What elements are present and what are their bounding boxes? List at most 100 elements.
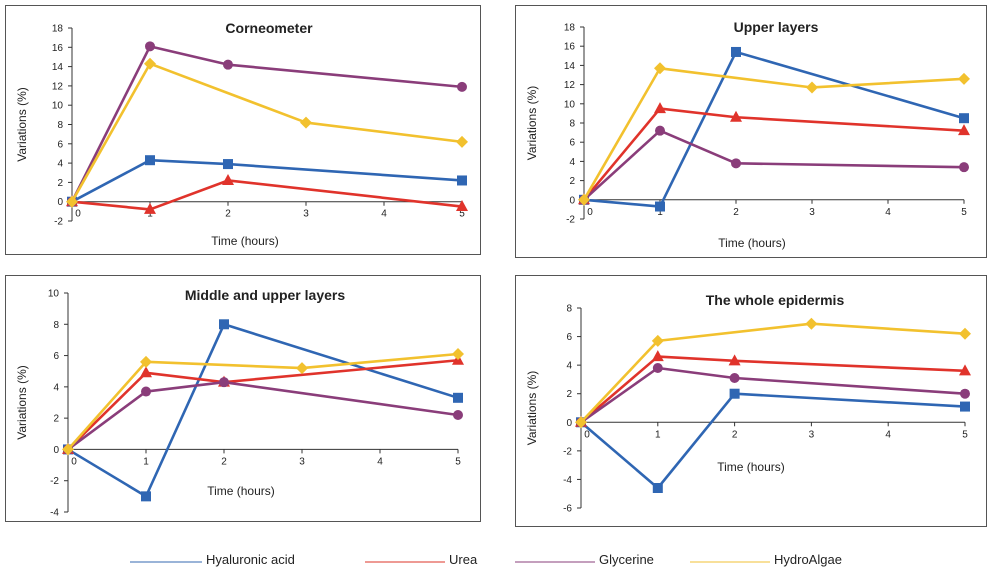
data-point-glycerine: [219, 377, 229, 388]
x-tick-label: 4: [885, 429, 891, 440]
series-line-urea: [580, 355, 966, 424]
x-tick-label: 3: [809, 429, 815, 440]
data-point-glycerine: [145, 41, 155, 52]
series-line-urea: [67, 358, 459, 451]
chart-legend: Hyaluronic acid Urea Glycerine HydroAlga…: [0, 548, 991, 574]
y-tick-label: 8: [566, 304, 572, 315]
series-line-glycerine: [70, 45, 463, 203]
data-point-hydroalgae: [62, 443, 74, 456]
y-tick-label: 10: [564, 99, 576, 110]
x-tick-label: 2: [733, 207, 739, 218]
data-point-glycerine: [141, 386, 151, 397]
series-line-hydroalgae: [580, 322, 966, 424]
data-point-hyaluronic-acid: [145, 155, 155, 166]
chart-panel-upper-layers: Upper layers -2 0 2 4 6 8 10 12 14 16 18 0 1 2 3 4 5 Time …: [515, 5, 987, 258]
chart-panel-whole-epidermis: The whole epidermis -6 -4 -2 0 2 4 6 8 0 1 2 3 4 5 Time…: [515, 275, 987, 527]
series-line-hyaluronic-acid: [583, 50, 965, 208]
chart-panel-corneometer: Corneometer -2 0 2 4 6 8 10 12 14 16 18 0 1 2 3 4 5 Time (…: [5, 5, 481, 255]
x-tick-label: 4: [885, 207, 891, 218]
legend-swatch-hyaluronic-acid: [130, 561, 202, 563]
y-tick-label: -2: [54, 217, 63, 228]
y-tick-label: 2: [569, 176, 575, 187]
y-tick-label: 8: [569, 119, 575, 130]
x-tick-label: 4: [377, 456, 383, 467]
x-tick-label: 0: [587, 207, 593, 218]
data-point-hyaluronic-acid: [223, 159, 233, 170]
series-line-hyaluronic-acid: [580, 392, 966, 490]
x-tick-label: 1: [143, 456, 149, 467]
x-tick-label: 3: [303, 209, 309, 220]
data-point-glycerine: [655, 125, 665, 136]
data-point-glycerine: [960, 388, 970, 399]
data-point-hydroalgae: [575, 416, 587, 429]
y-tick-label: 2: [57, 178, 63, 189]
data-point-hyaluronic-acid: [655, 201, 665, 212]
data-point-hydroalgae: [805, 317, 818, 330]
x-tick-label: 1: [655, 429, 661, 440]
chart-title: The whole epidermis: [706, 292, 845, 308]
data-point-glycerine: [729, 373, 740, 383]
x-axis-label: Time (hours): [211, 234, 279, 248]
y-tick-label: 18: [564, 23, 576, 34]
data-point-glycerine: [731, 158, 741, 169]
data-point-hyaluronic-acid: [219, 319, 229, 330]
y-tick-label: 0: [53, 445, 59, 456]
x-tick-label: 0: [71, 456, 77, 467]
y-tick-label: -4: [563, 475, 572, 486]
data-point-hydroalgae: [140, 355, 152, 368]
legend-label-hyaluronic-acid: Hyaluronic acid: [206, 552, 295, 567]
x-tick-label: 0: [584, 429, 590, 440]
x-tick-label: 1: [657, 207, 663, 218]
y-tick-label: 18: [52, 24, 64, 35]
data-point-urea: [728, 354, 741, 366]
series-line-glycerine: [67, 380, 459, 451]
legend-item-hyaluronic-acid: Hyaluronic acid: [130, 548, 330, 574]
data-point-glycerine: [652, 363, 663, 373]
data-point-urea: [958, 124, 970, 136]
y-tick-label: 14: [52, 62, 64, 73]
y-tick-label: 16: [564, 42, 576, 53]
y-tick-label: -6: [563, 504, 572, 515]
data-point-hyaluronic-acid: [960, 401, 970, 412]
data-point-hydroalgae: [959, 327, 971, 340]
y-tick-label: 6: [566, 332, 572, 343]
y-tick-label: 2: [53, 414, 59, 425]
y-tick-label: 6: [57, 139, 63, 150]
x-axis-label: Time (hours): [207, 484, 275, 498]
data-point-hydroalgae: [300, 116, 312, 129]
y-tick-label: 6: [53, 351, 59, 362]
x-tick-label: 2: [221, 456, 227, 467]
x-tick-label: 5: [961, 207, 967, 218]
y-tick-label: 4: [566, 361, 572, 372]
data-point-hydroalgae: [296, 362, 308, 375]
x-tick-label: 5: [459, 209, 465, 220]
data-point-urea: [222, 173, 234, 185]
x-tick-label: 3: [809, 207, 815, 218]
data-point-hydroalgae: [654, 62, 666, 75]
chart-title: Middle and upper layers: [185, 287, 345, 303]
y-tick-label: 2: [566, 389, 572, 400]
series-line-hyaluronic-acid: [67, 322, 459, 498]
y-axis-label: Variations (%): [15, 87, 29, 161]
data-point-glycerine: [457, 81, 467, 92]
y-tick-label: 12: [564, 80, 576, 91]
legend-item-hydroalgae: HydroAlgae: [690, 548, 890, 574]
y-tick-label: -2: [566, 215, 575, 226]
x-tick-label: 5: [455, 456, 461, 467]
y-tick-label: -2: [50, 476, 59, 487]
series-line-hyaluronic-acid: [71, 158, 463, 203]
data-point-hydroalgae: [66, 195, 78, 208]
y-tick-label: 12: [52, 81, 64, 92]
data-point-glycerine: [959, 162, 969, 173]
y-axis-label: Variations (%): [525, 86, 539, 160]
series-line-hydroalgae: [67, 352, 459, 451]
x-tick-label: 2: [225, 209, 231, 220]
legend-item-urea: Urea: [365, 548, 495, 574]
legend-swatch-urea: [365, 561, 445, 563]
x-tick-label: 0: [75, 209, 81, 220]
data-point-hyaluronic-acid: [959, 113, 969, 124]
y-tick-label: 8: [53, 320, 59, 331]
chart-title: Upper layers: [734, 19, 819, 35]
chart-svg: Middle and upper layers -4 -2 0 2 4 6 8 10 0 1 2 3 4 5…: [15, 287, 464, 519]
